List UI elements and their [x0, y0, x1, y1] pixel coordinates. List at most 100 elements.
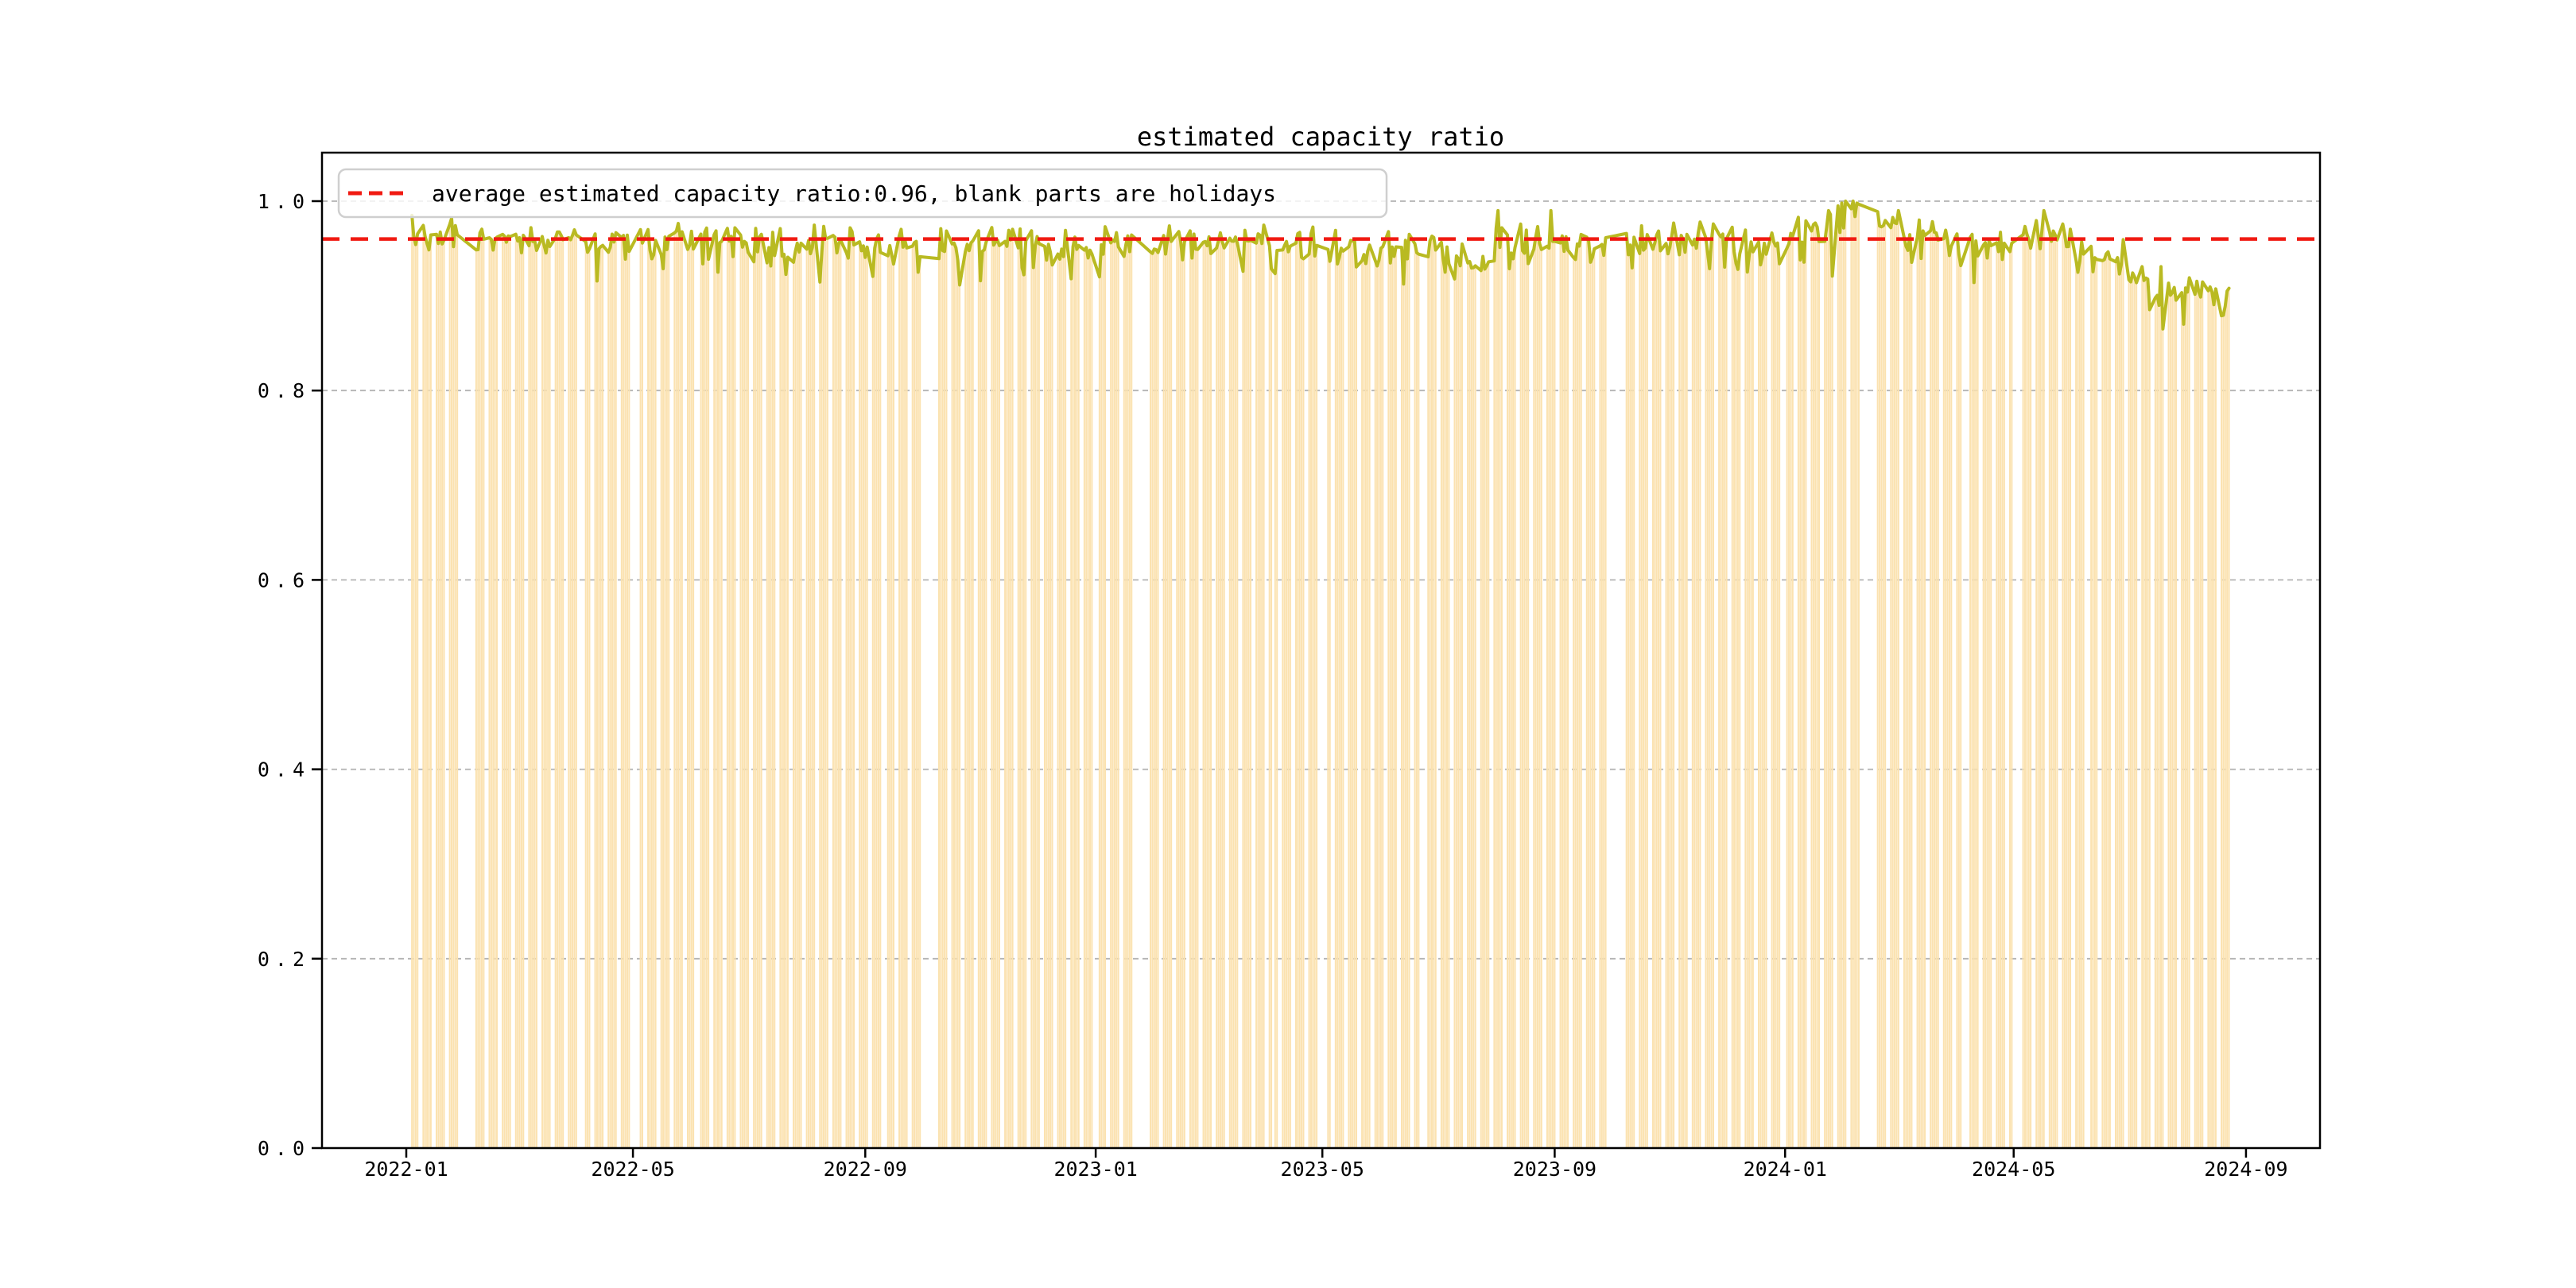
workday-bar: [547, 240, 549, 1149]
workday-bar: [1603, 255, 1605, 1148]
workday-bar: [1316, 245, 1318, 1148]
workday-bar: [2118, 274, 2120, 1149]
workday-bar: [1523, 253, 1526, 1149]
workday-bar: [1216, 247, 1218, 1149]
workday-bar: [840, 240, 842, 1148]
workday-bar: [1309, 233, 1312, 1149]
workday-bar: [1763, 242, 1766, 1148]
workday-bar: [1718, 234, 1721, 1148]
workday-bar: [2023, 226, 2026, 1148]
workday-bar: [800, 242, 802, 1148]
workday-bar: [1837, 205, 1839, 1149]
workday-bar: [1355, 266, 1357, 1148]
workday-bar: [1957, 254, 1960, 1148]
workday-bar: [1406, 258, 1409, 1148]
workday-bar: [475, 250, 477, 1148]
workday-bar: [626, 235, 628, 1149]
x-tick-label: 2023-05: [1281, 1158, 1364, 1181]
workday-bar: [2226, 291, 2229, 1148]
workday-bar: [1234, 237, 1236, 1148]
workday-bar: [690, 231, 692, 1148]
workday-bar: [980, 281, 982, 1148]
workday-bar: [972, 240, 974, 1148]
workday-bar: [1945, 230, 1947, 1148]
workday-bar: [1599, 246, 1601, 1148]
workday-bar: [1034, 246, 1037, 1149]
workday-bar: [1752, 251, 1754, 1148]
workday-bar: [1527, 263, 1530, 1149]
workday-bar: [1361, 260, 1364, 1148]
workday-bar: [1072, 246, 1074, 1148]
workday-bar: [2043, 210, 2045, 1148]
workday-bar: [1797, 217, 1799, 1148]
workday-bar: [1669, 246, 1671, 1148]
workday-bar: [728, 241, 731, 1149]
workday-bar: [452, 246, 455, 1148]
workday-bar: [1497, 210, 1499, 1148]
workday-bar: [535, 250, 537, 1148]
workday-bar: [1429, 240, 1431, 1149]
workday-bar: [1818, 241, 1821, 1149]
workday-bar: [1367, 251, 1369, 1148]
workday-bar: [1083, 250, 1085, 1148]
workday-bar: [2054, 235, 2056, 1148]
workday-bar: [1228, 238, 1231, 1149]
workday-bar: [1128, 251, 1131, 1148]
workday-bar: [755, 228, 757, 1148]
workday-bar: [1905, 246, 1907, 1148]
workday-bar: [1791, 236, 1794, 1148]
workday-bar: [1049, 252, 1052, 1148]
workday-bar: [1340, 248, 1342, 1148]
workday-bar: [1982, 245, 1984, 1149]
workday-bar: [628, 251, 630, 1148]
workday-bar: [1104, 227, 1107, 1149]
workday-bar: [573, 230, 576, 1148]
workday-bar: [554, 238, 557, 1149]
workday-bar: [915, 241, 918, 1148]
workday-bar: [488, 238, 491, 1148]
workday-bar: [1283, 245, 1286, 1148]
workday-bar: [892, 264, 894, 1149]
workday-bar: [1591, 257, 1593, 1148]
workday-bar: [1418, 254, 1420, 1149]
workday-bar: [966, 244, 968, 1148]
workday-bar: [679, 237, 681, 1148]
workday-bar: [1206, 246, 1208, 1148]
workday-bar: [1488, 262, 1490, 1148]
x-tick-label: 2022-09: [824, 1158, 907, 1181]
x-tick-label: 2024-09: [2204, 1158, 2287, 1181]
workday-bar: [730, 236, 732, 1148]
workday-bar: [919, 256, 921, 1148]
workday-bar: [2154, 297, 2156, 1148]
workday-bar: [1294, 242, 1297, 1148]
workday-bar: [1257, 234, 1259, 1148]
workday-bar: [1975, 240, 1977, 1149]
workday-bar: [2115, 262, 2117, 1149]
workday-bar: [2069, 229, 2071, 1149]
workday-bar: [1567, 250, 1569, 1148]
workday-bar: [677, 223, 680, 1148]
workday-bar: [906, 247, 908, 1148]
workday-bar: [686, 249, 689, 1149]
workday-bar: [1924, 235, 1926, 1148]
workday-bar: [875, 239, 878, 1149]
workday-bar: [1183, 241, 1185, 1149]
workday-bar: [2156, 295, 2159, 1148]
workday-bar: [1006, 246, 1008, 1148]
workday-bar: [1364, 263, 1367, 1148]
workday-bar: [2041, 230, 2043, 1148]
workday-bar: [2224, 305, 2226, 1149]
workday-bar: [1282, 250, 1284, 1149]
workday-bar: [1057, 254, 1059, 1148]
workday-bar: [1600, 244, 1603, 1149]
workday-bar: [1274, 274, 1276, 1148]
workday-bar: [1724, 267, 1726, 1148]
workday-bar: [1733, 251, 1736, 1149]
workday-bar: [588, 248, 591, 1149]
workday-bar: [1563, 251, 1565, 1149]
workday-bar: [1289, 246, 1291, 1149]
workday-bar: [1480, 270, 1482, 1148]
workday-bar: [1246, 240, 1248, 1148]
workday-bar: [1189, 231, 1191, 1149]
